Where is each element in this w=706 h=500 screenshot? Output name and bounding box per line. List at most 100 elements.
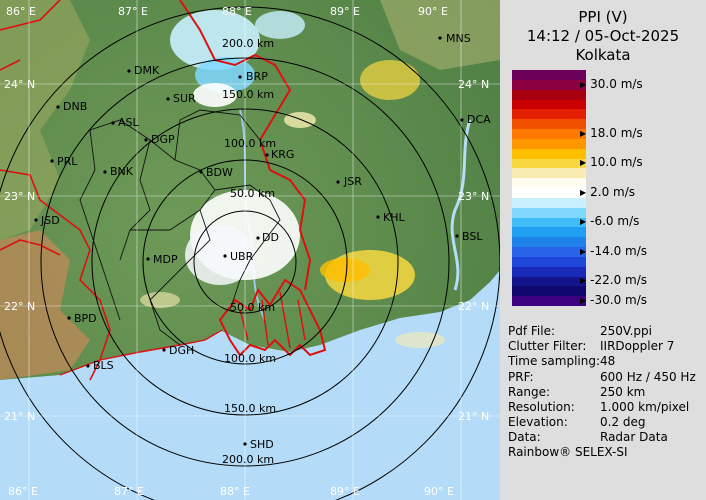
scale-swatch: [512, 148, 586, 159]
radar-map: 86° E 87° E 88° E 89° E 90° E 86° E 87° …: [0, 0, 500, 500]
info-key: Time sampling:: [508, 354, 601, 369]
city-label: BLS: [93, 359, 114, 372]
range-label: 150.0 km: [224, 402, 276, 415]
color-scale: [512, 70, 586, 307]
city-label: DCA: [467, 113, 491, 126]
lon-label: 88° E: [222, 5, 252, 18]
city-label: SHD: [250, 438, 274, 451]
lat-label: 21° N: [458, 410, 489, 423]
city-label: BRP: [246, 70, 268, 83]
lon-label: 87° E: [118, 5, 148, 18]
district-borders: [79, 109, 281, 346]
info-value: Radar Data: [600, 430, 668, 445]
scale-tick-label: ▶ -22.0 m/s: [580, 273, 648, 288]
city-label: DD: [262, 231, 279, 244]
info-row: PRF: 600 Hz / 450 Hz: [508, 369, 696, 384]
info-row: Range: 250 km: [508, 384, 645, 399]
city-label: DMK: [134, 64, 160, 77]
lat-label: 21° N: [4, 410, 35, 423]
info-row: Pdf File: 250V.ppi: [508, 324, 652, 338]
scale-swatch: [512, 256, 586, 268]
city-label: BPD: [74, 312, 97, 325]
info-value: 48: [600, 354, 616, 369]
scale-swatch: [512, 286, 586, 297]
scale-tick-label: ▶ 18.0 m/s: [580, 125, 643, 140]
range-label: 100.0 km: [224, 137, 276, 150]
range-label: 200.0 km: [222, 453, 274, 466]
info-value: IIRDoppler 7: [600, 339, 675, 354]
lon-label: 88° E: [220, 485, 250, 498]
city-label: DGP: [151, 133, 175, 146]
scale-swatch: [512, 70, 586, 81]
range-label: 50.0 km: [230, 301, 275, 314]
footer-credit: Rainbow® SELEX-SI: [508, 445, 628, 459]
sundarbans-delta: [218, 278, 327, 357]
scale-swatch: [512, 197, 586, 209]
lat-label: 22° N: [458, 300, 489, 313]
scale-swatch: [512, 129, 586, 140]
lon-label: 89° E: [330, 485, 360, 498]
southwest-plateau: [0, 230, 90, 380]
city-label: KRG: [271, 148, 294, 161]
scale-swatch: [512, 119, 586, 130]
info-value: 600 Hz / 450 Hz: [600, 369, 696, 384]
city-label: DNB: [63, 100, 87, 113]
sundarbans-delta: [239, 291, 306, 349]
western-highlands: [0, 0, 90, 240]
info-key: Resolution:: [508, 400, 575, 414]
lat-label: 22° N: [4, 300, 35, 313]
scale-tick-label: ▶ 10.0 m/s: [580, 155, 643, 170]
info-key: Pdf File:: [508, 324, 556, 338]
city-label: PRL: [57, 155, 78, 168]
city-label: UBR: [230, 250, 254, 263]
scale-swatch: [512, 109, 586, 120]
scale-swatch: [512, 138, 586, 150]
scale-swatch: [512, 266, 586, 277]
info-key: PRF:: [508, 369, 534, 384]
lat-label: 23° N: [4, 190, 35, 203]
datetime-title: 14:12 / 05-Oct-2025: [526, 27, 680, 45]
city-label: SUR: [173, 92, 196, 105]
scale-swatch: [512, 188, 586, 199]
scale-swatch: [512, 227, 586, 238]
scale-tick-label: ▶ 30.0 m/s: [580, 76, 643, 91]
north-hills: [380, 0, 500, 70]
info-value: 250V.ppi: [600, 324, 652, 338]
info-value: 0.2 deg: [600, 415, 646, 430]
info-row: Data: Radar Data: [508, 430, 668, 445]
scale-swatch: [512, 217, 586, 228]
scale-swatch: [512, 207, 586, 218]
scale-swatch: [512, 168, 586, 179]
state-border: [0, 239, 61, 256]
scale-swatch: [512, 237, 586, 248]
scale-swatch: [512, 89, 586, 100]
lon-label: 87° E: [114, 485, 144, 498]
city-label: KHL: [383, 211, 405, 224]
lon-label: 86° E: [8, 485, 38, 498]
scale-tick-label: ▶ -6.0 m/s: [580, 214, 640, 229]
scale-tick-label: ▶ 2.0 m/s: [580, 184, 636, 199]
scale-tick-label: ▶ -30.0 m/s: [580, 293, 648, 308]
lat-label: 24° N: [4, 78, 35, 91]
info-key: Range:: [508, 384, 551, 399]
info-key: Data:: [508, 430, 541, 445]
scale-tick-label: ▶ -14.0 m/s: [580, 243, 648, 258]
info-row: Elevation: 0.2 deg: [508, 415, 646, 429]
city-label: BNK: [110, 165, 134, 178]
range-label: 150.0 km: [222, 88, 274, 101]
lat-label: 23° N: [458, 190, 489, 203]
range-label: 50.0 km: [230, 187, 275, 200]
city-label: JSR: [343, 175, 362, 188]
city-label: BSL: [462, 230, 483, 243]
product-title: PPI (V): [578, 8, 628, 26]
city-label: MNS: [446, 32, 471, 45]
lon-label: 90° E: [418, 5, 448, 18]
legend-panel: PPI (V) 14:12 / 05-Oct-2025 Kolkata ▶ 30.…: [500, 0, 706, 500]
city-label: DGH: [169, 344, 194, 357]
river: [450, 119, 472, 291]
lon-label: 90° E: [424, 485, 454, 498]
range-label: 100.0 km: [224, 352, 276, 365]
info-value: 250 km: [600, 384, 646, 399]
bay-of-bengal: [0, 270, 500, 500]
lon-label: 86° E: [6, 5, 36, 18]
